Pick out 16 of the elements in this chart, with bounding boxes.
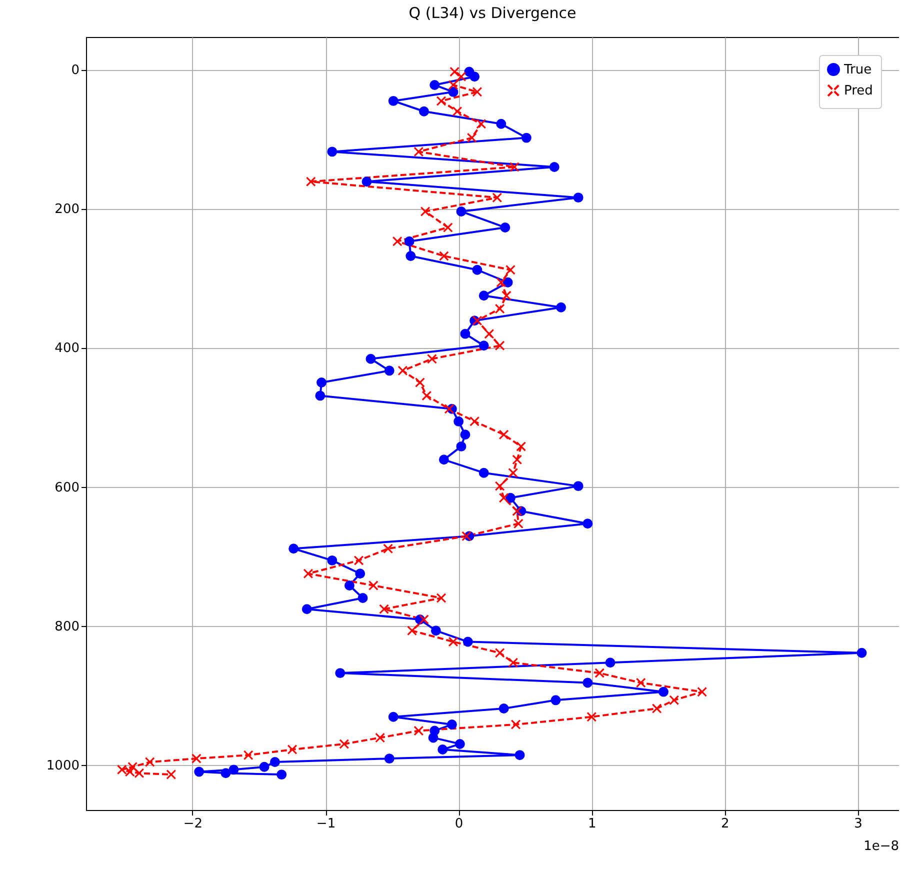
legend-label: True — [843, 62, 872, 78]
x-tick-label: 3 — [854, 816, 862, 832]
y-tick-label: 200 — [54, 202, 80, 218]
x-tick-label: 0 — [454, 816, 464, 832]
y-tick-label: 800 — [54, 619, 80, 634]
x-tick-label: −2 — [183, 816, 203, 832]
text: 1e−8 — [864, 839, 899, 854]
chart-title: Q (L34) vs Divergence — [408, 4, 576, 22]
y-tick-label: 600 — [54, 480, 80, 496]
x-tick-label: 2 — [721, 816, 730, 832]
x-tick-label: 1 — [588, 816, 596, 832]
y-tick-label: 400 — [54, 341, 80, 356]
x-tick-label: −1 — [316, 816, 336, 832]
legend-label: Pred — [844, 84, 873, 98]
y-tick-label: 1000 — [46, 758, 80, 774]
y-tick-label: 0 — [71, 63, 80, 78]
